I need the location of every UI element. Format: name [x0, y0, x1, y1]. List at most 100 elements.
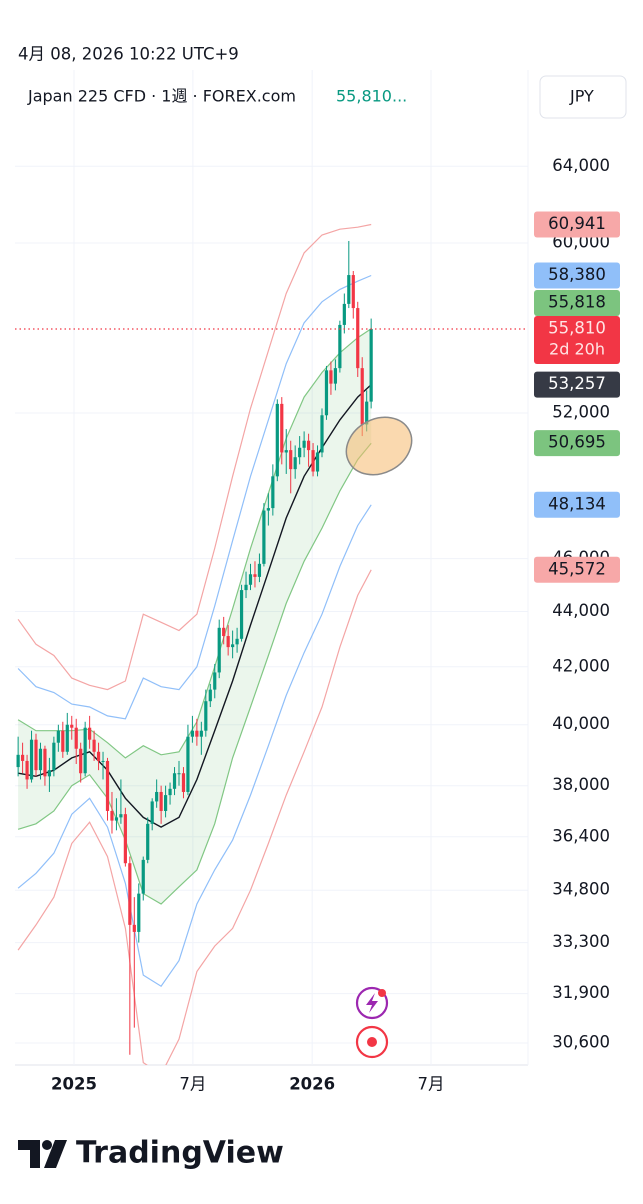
- candle-body: [248, 574, 253, 585]
- band-label-box: [534, 289, 620, 316]
- candle-body: [16, 754, 20, 768]
- last-price-label: 55,810: [548, 318, 606, 337]
- countdown: 2d 20h: [549, 339, 605, 358]
- candle-body: [231, 644, 235, 648]
- candle-body: [360, 368, 364, 425]
- candle-body: [172, 773, 177, 789]
- candle-body: [38, 748, 43, 771]
- candle-body: [29, 739, 34, 780]
- band-label: 45,572: [548, 559, 606, 578]
- y-tick-label: 44,000: [552, 601, 610, 620]
- x-tick-label: 2026: [289, 1075, 335, 1094]
- candle-body: [123, 814, 127, 864]
- candle-body: [342, 303, 346, 325]
- candle-body: [266, 508, 270, 511]
- candle-body: [70, 724, 74, 728]
- candle-body: [159, 791, 163, 811]
- band-line: [17, 569, 372, 1065]
- highlight-ellipse: [345, 416, 413, 476]
- record-icon[interactable]: [355, 1025, 389, 1059]
- candle-body: [302, 440, 306, 448]
- candle-body: [34, 739, 38, 771]
- candle-body: [150, 801, 154, 824]
- candle-body: [235, 638, 239, 645]
- candle-body: [311, 450, 315, 472]
- timestamp: 4月 08, 2026 10:22 UTC+9: [18, 45, 239, 64]
- candle-body: [217, 627, 221, 673]
- candle-body: [271, 476, 275, 509]
- candles: [16, 240, 373, 1055]
- header-last-price: 55,810...: [336, 87, 407, 106]
- candle-body: [181, 773, 186, 792]
- brand: TradingView: [76, 1136, 284, 1171]
- alert-icon[interactable]: [355, 986, 389, 1020]
- x-tick-label: 7月: [418, 1075, 445, 1094]
- candle-body: [289, 450, 293, 470]
- band-label: 53,257: [548, 374, 606, 393]
- candle-body: [163, 795, 168, 811]
- candle-body: [306, 440, 311, 451]
- candle-body: [284, 450, 288, 453]
- candle-body: [61, 730, 65, 752]
- candle-body: [177, 773, 181, 775]
- candle-body: [114, 817, 119, 821]
- band-label: 55,818: [548, 292, 606, 311]
- candle-body: [320, 415, 324, 453]
- candle-body: [79, 748, 83, 774]
- candle-body: [110, 810, 114, 821]
- candle-body: [253, 574, 257, 577]
- y-tick-label: 33,300: [552, 932, 610, 951]
- candle-body: [128, 863, 132, 925]
- x-tick-label: 2025: [51, 1075, 97, 1094]
- band-label-box: [534, 491, 620, 518]
- logo-t: [18, 1140, 40, 1168]
- candle-body: [186, 736, 190, 792]
- candle-body: [83, 727, 87, 774]
- candle-body: [333, 368, 338, 384]
- price-labels: 55,810 2d 20h 60,941 58,380 55,818 53,257 50,6…: [15, 211, 620, 583]
- candle-body: [146, 823, 150, 860]
- candle-body: [257, 563, 262, 577]
- candle-body: [47, 770, 52, 777]
- logo-dot: [42, 1140, 52, 1150]
- currency-button[interactable]: [539, 75, 627, 119]
- candle-body: [190, 730, 195, 737]
- candle-body: [351, 275, 355, 309]
- band-label-box: [534, 371, 620, 398]
- band-label: 48,134: [548, 494, 606, 513]
- candle-body: [213, 672, 217, 690]
- candle-body: [74, 727, 78, 749]
- x-tick-label: 7月: [179, 1075, 206, 1094]
- candle-body: [25, 760, 29, 780]
- y-tick-label: 42,000: [552, 656, 610, 675]
- record-dot: [367, 1037, 377, 1047]
- band-line: [17, 223, 372, 691]
- alert-dot: [378, 989, 386, 997]
- candle-body: [329, 370, 333, 384]
- candle-body: [65, 724, 69, 752]
- logo-v: [44, 1140, 67, 1168]
- currency[interactable]: JPY: [569, 87, 594, 106]
- candle-body: [275, 403, 279, 477]
- band-label-box: [534, 211, 620, 238]
- band-fill: [18, 328, 372, 904]
- y-tick-label: 52,000: [552, 402, 610, 421]
- lightning: [366, 993, 378, 1013]
- candle-body: [168, 788, 172, 796]
- y-tick-label: 30,600: [552, 1033, 610, 1052]
- candle-body: [204, 701, 208, 731]
- candle-body: [244, 584, 248, 591]
- band-label: 50,695: [548, 433, 606, 452]
- candle-body: [56, 730, 60, 743]
- candle-body: [324, 370, 329, 416]
- y-tick-label: 34,800: [552, 880, 610, 899]
- candle-body: [43, 748, 47, 777]
- candle-body: [20, 754, 25, 761]
- candle-body: [222, 627, 226, 637]
- candle-body: [356, 308, 360, 369]
- y-tick-label: 38,000: [552, 775, 610, 794]
- band-line: [17, 274, 372, 720]
